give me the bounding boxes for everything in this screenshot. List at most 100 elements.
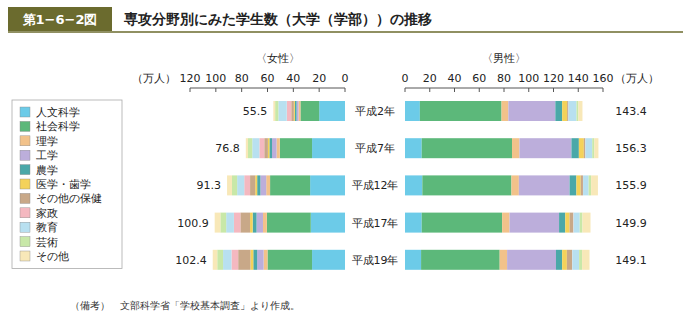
- bar-segment: [237, 175, 244, 195]
- tick: [241, 88, 242, 92]
- figure-label: 第1−6−2図: [22, 12, 98, 27]
- bar-segment: [253, 213, 257, 233]
- legend-label: 農学: [36, 164, 58, 177]
- legend-label: 医学・歯学: [36, 178, 91, 191]
- bar-segment: [577, 101, 579, 121]
- total-label: 91.3: [197, 179, 222, 192]
- total-label: 55.5: [243, 105, 268, 118]
- tick: [553, 88, 554, 92]
- legend-swatch: [20, 165, 30, 175]
- legend-label: その他の保健: [36, 192, 102, 205]
- bar-segment: [257, 213, 263, 233]
- total-label: 149.9: [615, 217, 647, 230]
- bar-segment: [562, 101, 567, 121]
- bar-segment: [511, 175, 518, 195]
- legend-label: 工学: [36, 149, 58, 162]
- tick: [267, 88, 268, 92]
- legend-swatch: [20, 222, 30, 232]
- bar-segment: [589, 175, 591, 195]
- bar-segment: [567, 101, 568, 121]
- bar-segment: [310, 175, 345, 195]
- total-label: 156.3: [615, 142, 647, 155]
- tick-label: 0: [342, 72, 349, 85]
- tick-label: 0: [402, 72, 409, 85]
- bar-segment: [275, 101, 278, 121]
- bar-segment: [272, 138, 277, 158]
- bar-segment: [244, 175, 250, 195]
- bar-segment: [217, 250, 223, 270]
- header-rule: [8, 31, 683, 33]
- bar-segment: [422, 213, 502, 233]
- bar-segment: [268, 250, 313, 270]
- legend-swatch: [20, 208, 30, 218]
- note: （備考） 文部科学省「学校基本調査」より作成。: [70, 300, 300, 311]
- male-bars: [405, 101, 598, 270]
- legend-label: 教育: [36, 221, 58, 234]
- category-label: 平成2年: [355, 105, 395, 118]
- tick: [215, 88, 216, 92]
- tick: [405, 88, 406, 92]
- legend-swatch: [20, 150, 30, 160]
- bar-segment: [257, 250, 263, 270]
- bar-segment: [571, 138, 578, 158]
- unit-label: （万人）: [615, 72, 659, 85]
- legend-swatch: [20, 179, 30, 189]
- legend-swatch: [20, 121, 30, 131]
- tick: [293, 88, 294, 92]
- bar-segment: [576, 175, 580, 195]
- bar-segment: [592, 138, 594, 158]
- bar-segment: [574, 213, 580, 233]
- bar-segment: [594, 138, 598, 158]
- bar-segment: [519, 138, 571, 158]
- bar-segment: [555, 101, 562, 121]
- bar-segment: [232, 175, 237, 195]
- legend-swatch: [20, 107, 30, 117]
- tick: [578, 88, 579, 92]
- bar-segment: [257, 175, 260, 195]
- title: 専攻分野別にみた学生数（大学（学部））の推移: [123, 11, 432, 27]
- legend-label: 社会科学: [36, 120, 80, 133]
- bar-segment: [259, 138, 264, 158]
- bar-segment: [255, 175, 257, 195]
- category-label: 平成12年: [352, 179, 399, 192]
- bar-segment: [223, 250, 231, 270]
- bar-segment: [238, 250, 250, 270]
- category-label: 平成17年: [352, 217, 399, 230]
- tick-label: 160: [593, 72, 614, 85]
- tick-label: 120: [543, 72, 564, 85]
- bar-segment: [250, 175, 255, 195]
- bar-segment: [420, 101, 502, 121]
- bar-segment: [250, 250, 253, 270]
- total-label: 149.1: [615, 254, 647, 267]
- bar-segment: [294, 101, 295, 121]
- legend-swatch: [20, 136, 30, 146]
- bar-segment: [510, 213, 559, 233]
- bar-segment: [311, 213, 345, 233]
- bar-segment: [422, 138, 512, 158]
- tick: [345, 88, 346, 92]
- bar-segment: [559, 213, 565, 233]
- tick: [479, 88, 480, 92]
- panel-label: 〈女性〉: [256, 52, 300, 65]
- tick-label: 80: [497, 72, 511, 85]
- bar-segment: [421, 250, 500, 270]
- bar-segment: [579, 138, 584, 158]
- category-label: 平成19年: [352, 254, 399, 267]
- bar-segment: [287, 101, 292, 121]
- bar-segment: [250, 213, 253, 233]
- bar-segment: [405, 138, 422, 158]
- bar-segment: [263, 213, 267, 233]
- bar-segment: [319, 101, 345, 121]
- tick-label: 100: [205, 72, 226, 85]
- bar-segment: [580, 213, 583, 233]
- tick: [454, 88, 455, 92]
- bar-segment: [278, 101, 286, 121]
- tick-label: 100: [518, 72, 539, 85]
- legend-swatch: [20, 237, 30, 247]
- bar-segment: [260, 175, 266, 195]
- bar-segment: [570, 213, 574, 233]
- bar-segment: [578, 101, 582, 121]
- bar-segment: [267, 213, 311, 233]
- bar-segment: [585, 138, 592, 158]
- bar-segment: [565, 213, 569, 233]
